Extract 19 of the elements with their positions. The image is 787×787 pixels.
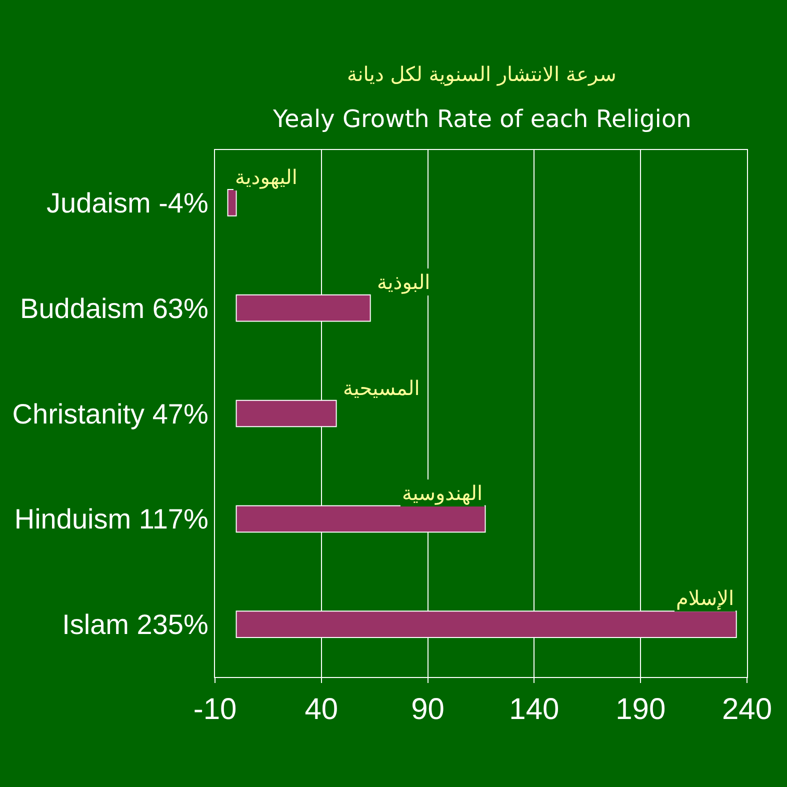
x-tick-label: 140 (509, 693, 560, 726)
chart-title: سرعة الانتشار السنوية لكل ديانة (347, 62, 616, 86)
annotation: الهندوسية (402, 481, 483, 505)
annotation: الإسلام (676, 586, 734, 610)
y-tick-label: Judaism -4% (46, 188, 208, 218)
y-tick-label: Hinduism 117% (14, 504, 208, 535)
x-tick-label: 90 (411, 693, 444, 726)
annotation: المسيحية (343, 376, 420, 400)
y-tick-label: Buddaism 63% (20, 292, 208, 324)
y-tick-label: Christanity 47% (12, 398, 208, 430)
chart-subtitle: Yealy Growth Rate of each Religion (272, 105, 692, 133)
bar (227, 189, 237, 216)
annotation: البوذية (377, 270, 430, 294)
x-tick-label: 40 (304, 693, 338, 726)
x-tick-label: 240 (722, 693, 772, 726)
y-tick-label: Islam 235% (62, 609, 208, 640)
annotation: اليهودية (235, 165, 298, 189)
x-tick-label: -10 (193, 693, 237, 726)
x-tick-label: 190 (616, 693, 666, 726)
